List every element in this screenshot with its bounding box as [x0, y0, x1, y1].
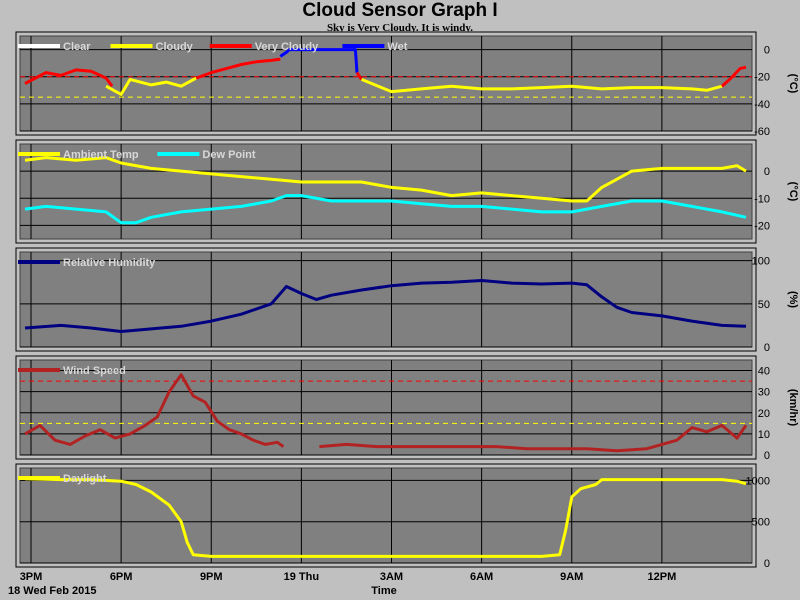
legend-entry: Clear [63, 41, 91, 53]
legend-entry: Very Cloudy [255, 41, 319, 53]
y-tick-label: 30 [758, 387, 770, 399]
panel-4: 40 30 20 10 0 Wind Speed (km/hr) [15, 355, 799, 462]
y-axis-unit: (km/hr) [787, 389, 799, 427]
x-tick-label: 3AM [380, 571, 403, 583]
series-cloudy [105, 76, 197, 96]
y-tick-label: 0 [764, 166, 770, 178]
plot-area [19, 467, 753, 564]
legend-entry: Relative Humidity [63, 257, 156, 269]
y-tick-label: -10 [754, 193, 770, 205]
x-tick-label: 6AM [470, 571, 493, 583]
plot-area [19, 359, 753, 456]
y-tick-label: 100 [752, 256, 770, 268]
legend-entry: Wet [387, 41, 407, 53]
x-tick-label: 6PM [110, 571, 133, 583]
series-wet [279, 48, 359, 73]
legend-entry: Dew Point [202, 149, 256, 161]
series-very-cloudy [355, 71, 363, 81]
chart-title: Cloud Sensor Graph I [302, 0, 498, 21]
x-tick-label: 9PM [200, 571, 223, 583]
y-axis-unit: (%) [787, 291, 799, 308]
x-axis-title: Time [371, 585, 396, 597]
series-cloudy [360, 78, 723, 94]
y-tick-label: 0 [764, 558, 770, 570]
y-tick-label: 0 [764, 450, 770, 462]
series-dew-point [24, 194, 747, 225]
plot-area [19, 35, 753, 132]
y-tick-label: 40 [758, 366, 770, 378]
y-tick-label: -60 [754, 126, 770, 138]
chart-subtitle: Sky is Very Cloudy. It is windy. [326, 22, 474, 34]
panel-5: 1000 500 0 Daylight [15, 463, 770, 570]
series-wind-speed [24, 373, 285, 448]
panel-3: 100 50 0 Relative Humidity (%) [15, 247, 799, 354]
y-tick-label: 10 [758, 429, 770, 441]
series-very-cloudy [24, 68, 114, 88]
y-tick-label: -20 [754, 72, 770, 84]
y-tick-label: -20 [754, 220, 770, 232]
legend-entry: Ambient Temp [63, 149, 139, 161]
series-ambient-temp [24, 156, 747, 203]
legend-entry: Cloudy [156, 41, 194, 53]
panel-2: 0 -10 -20 Ambient Temp Dew Point (°C) [15, 139, 799, 244]
y-tick-label: 0 [764, 45, 770, 57]
y-tick-label: 0 [764, 342, 770, 354]
x-tick-label: 9AM [560, 571, 583, 583]
y-tick-label: 20 [758, 408, 770, 420]
x-tick-label: 3PM [20, 571, 43, 583]
series-wind-speed [319, 423, 748, 453]
x-tick-label: 19 Thu [284, 571, 319, 583]
plot-area [19, 143, 753, 240]
legend-entry: Wind Speed [63, 365, 126, 377]
legend-entry: Daylight [63, 473, 107, 485]
series-daylight [24, 477, 747, 558]
series-very-cloudy [195, 57, 281, 80]
y-axis-unit: (°C) [787, 182, 799, 202]
y-tick-label: 500 [752, 517, 770, 529]
y-tick-label: 1000 [746, 475, 770, 487]
series-very-cloudy [720, 65, 747, 88]
series-relative-humidity [24, 279, 747, 333]
date-label: 18 Wed Feb 2015 [8, 585, 96, 597]
x-tick-label: 12PM [648, 571, 677, 583]
y-axis-unit: (°C) [787, 74, 799, 94]
panel-1: 0 -20 -40 -60 Clear Cloudy Very Cloudy Wet (°C) [15, 31, 799, 138]
y-tick-label: -40 [754, 99, 770, 111]
y-tick-label: 50 [758, 299, 770, 311]
